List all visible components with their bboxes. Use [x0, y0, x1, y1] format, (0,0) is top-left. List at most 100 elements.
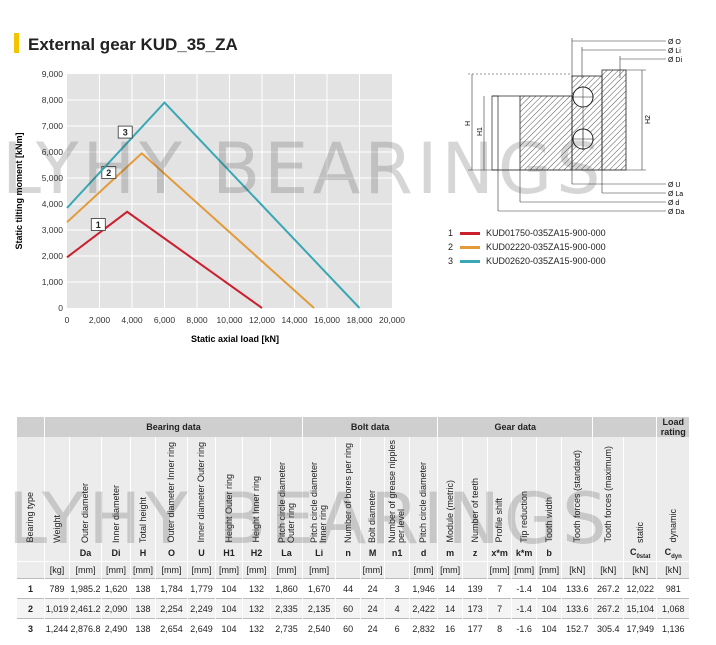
column-header-text: Inner diameter	[110, 484, 121, 543]
column-header: Pitch circle diameter	[409, 437, 439, 545]
group-header: Bolt data	[302, 417, 439, 437]
y-tick-label: 4,000	[42, 199, 64, 209]
column-header: Outer diameter	[69, 437, 102, 545]
table-cell: 267.2	[592, 598, 625, 619]
column-symbol	[561, 545, 594, 562]
column-header: Profile shift	[487, 437, 513, 545]
series-marker-box-2	[101, 166, 117, 179]
column-header-text: Number of teeth	[469, 478, 480, 543]
column-symbol: m	[437, 545, 464, 562]
table-cell: 1,620	[101, 578, 131, 599]
group-header-row: Bearing data Bolt data Gear data Load ratin…	[16, 417, 691, 437]
column-header: dynamic	[656, 437, 691, 545]
chart-legend: 1 KUD01750-035ZA15-900-000 2 KUD02220-035ZA…	[448, 226, 606, 268]
column-symbol: x*m	[487, 545, 513, 562]
dim-h2: H2	[645, 115, 652, 124]
column-symbol: Cdyn	[656, 545, 691, 562]
table-cell: 104	[536, 598, 563, 619]
column-symbol: C0stat	[623, 545, 658, 562]
column-unit: [mm]	[269, 561, 304, 579]
table-cell: 104	[215, 618, 243, 638]
series-marker-label-1: 1	[96, 220, 101, 230]
page-title: External gear KUD_35_ZA	[28, 35, 238, 54]
y-tick-label: 3,000	[42, 225, 64, 235]
table-cell: 24	[360, 578, 386, 599]
table-cell: 2,335	[269, 598, 304, 619]
dim-la: Ø La	[668, 191, 683, 198]
table-cell: 24	[360, 618, 386, 638]
table-cell: -1.6	[511, 618, 538, 638]
column-unit	[16, 561, 45, 579]
group-header: Load rating	[656, 417, 691, 437]
column-header: Inner diameter Outer ring	[187, 437, 216, 545]
table-cell: 2,654	[155, 618, 188, 638]
table-cell: 104	[536, 618, 563, 638]
dim-u: Ø U	[668, 182, 680, 189]
table-cell: 16	[437, 618, 464, 638]
column-unit: [kN]	[592, 561, 625, 579]
column-symbol: z	[462, 545, 489, 562]
column-symbol: H1	[215, 545, 243, 562]
x-tick-label: 12,000	[249, 315, 275, 325]
title-accent	[14, 33, 19, 53]
column-header-text: Tooth forces (standard)	[571, 450, 582, 543]
column-symbol: M	[360, 545, 386, 562]
table-cell: 2,540	[302, 618, 337, 638]
column-header: Tooth forces (maximum)	[592, 437, 625, 545]
column-header-text: Bolt diameter	[367, 489, 378, 543]
table-cell: 2,876.8	[69, 618, 102, 638]
x-tick-label: 2,000	[89, 315, 111, 325]
table-cell: 3	[16, 618, 45, 638]
column-header-text: Outer diameter	[80, 482, 90, 543]
table-cell: 133.6	[561, 598, 594, 619]
unit-row: [kg] [mm] [mm] [mm] [mm] [mm] [mm] [mm] [mm] [mm]…	[16, 561, 691, 579]
column-symbol: Da	[69, 545, 102, 562]
column-header-text: Pitch circle diameter Outer ring	[276, 461, 296, 543]
legend-number: 1	[448, 228, 454, 238]
table-cell: 2,090	[101, 598, 131, 619]
column-header: Tip reduction	[511, 437, 538, 545]
table-cell: 1	[16, 578, 45, 599]
column-header: Number of bores per ring	[335, 437, 362, 545]
table-cell: 1,946	[409, 578, 439, 599]
column-unit: [mm]	[130, 561, 156, 579]
table-cell: 2,649	[187, 618, 216, 638]
column-header-text: Number of grease nipples per level	[387, 439, 407, 543]
column-unit: [mm]	[302, 561, 337, 579]
x-tick-label: 8,000	[186, 315, 208, 325]
column-unit: [mm]	[536, 561, 563, 579]
series-marker-label-3: 3	[123, 128, 128, 138]
table-cell: 24	[360, 598, 386, 619]
column-header: Height Outer ring	[215, 437, 243, 545]
column-symbol: U	[187, 545, 216, 562]
table-cell: 1,068	[656, 598, 691, 619]
table-cell: 2,490	[101, 618, 131, 638]
table-cell: 177	[462, 618, 489, 638]
table-cell: 139	[462, 578, 489, 599]
column-header: Pitch circle diameter Outer ring	[269, 437, 304, 545]
column-unit: [mm]	[215, 561, 243, 579]
column-header-text: Tooth forces (maximum)	[602, 446, 613, 543]
table-cell: 14	[437, 598, 464, 619]
x-axis-label: Static axial load [kN]	[191, 334, 279, 344]
x-tick-label: 6,000	[154, 315, 176, 325]
table-cell: 1,670	[302, 578, 337, 599]
group-header: Gear data	[437, 417, 594, 437]
column-symbol: d	[409, 545, 439, 562]
dim-h: H	[465, 121, 472, 126]
column-header-text: static	[634, 521, 645, 543]
x-tick-label: 0	[65, 315, 70, 325]
column-header-text: dynamic	[667, 509, 678, 543]
column-unit: [mm]	[511, 561, 538, 579]
column-header: Tooth forces (standard)	[561, 437, 594, 545]
table-cell: 104	[536, 578, 563, 599]
table-cell: 7	[487, 598, 513, 619]
y-tick-label: 0	[58, 303, 63, 313]
x-tick-label: 16,000	[314, 315, 340, 325]
group-header	[16, 417, 45, 437]
column-unit: [kN]	[561, 561, 594, 579]
table-cell: -1.4	[511, 578, 538, 599]
series-marker-box-3	[117, 125, 133, 139]
dim-li: Ø Li	[668, 48, 681, 55]
column-symbol	[44, 545, 70, 562]
